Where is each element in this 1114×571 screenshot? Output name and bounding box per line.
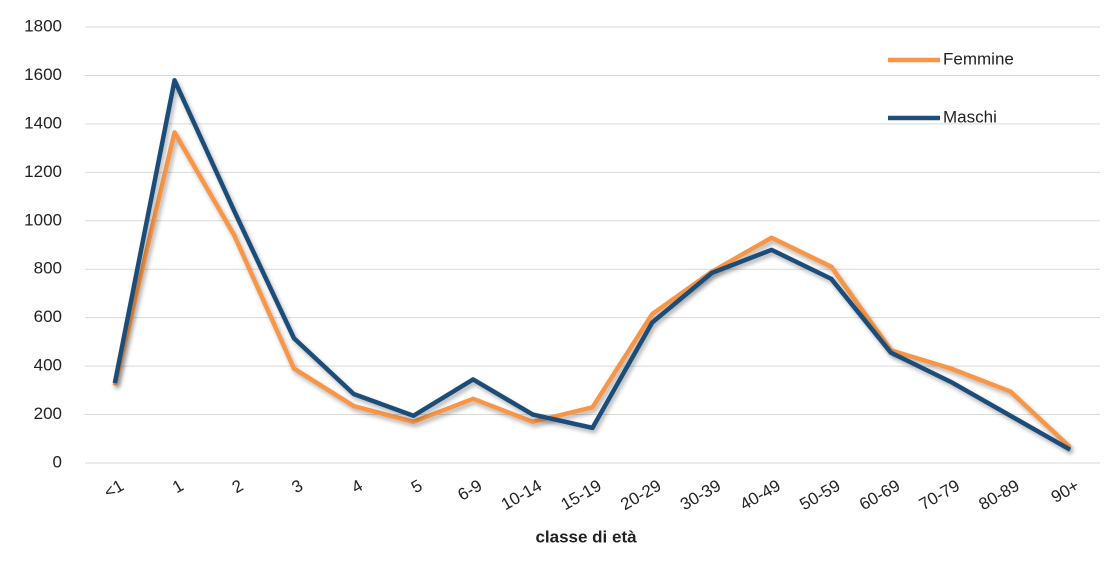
x-tick-label: 50-59: [796, 476, 843, 514]
x-tick-label: 20-29: [617, 476, 664, 514]
series-line: [112, 130, 1072, 449]
y-tick-label: 1800: [24, 16, 62, 35]
x-tick-label: 15-19: [558, 476, 605, 514]
y-tick-label: 1400: [24, 113, 62, 132]
y-tick-label: 600: [34, 307, 62, 326]
y-tick-label: 0: [53, 452, 62, 471]
x-tick-label: 6-9: [455, 476, 486, 505]
x-tick-label: 3: [289, 476, 307, 497]
legend-label: Femmine: [943, 49, 1014, 68]
y-tick-label: 200: [34, 404, 62, 423]
y-tick-label: 1200: [24, 162, 62, 181]
y-tick-label: 1000: [24, 210, 62, 229]
y-tick-label: 400: [34, 356, 62, 375]
series-line: [112, 78, 1072, 452]
y-tick-label: 800: [34, 259, 62, 278]
x-tick-label: 80-89: [976, 476, 1023, 514]
x-axis-title: classe di età: [535, 527, 637, 546]
x-tick-label: 5: [408, 476, 426, 497]
x-tick-label: 1: [169, 476, 187, 497]
x-tick-label: <1: [101, 476, 127, 502]
x-tick-label: 4: [348, 476, 366, 497]
x-tick-label: 30-39: [677, 476, 724, 514]
x-tick-label: 70-79: [916, 476, 963, 514]
x-tick-label: 90+: [1048, 476, 1083, 507]
x-tick-label: 10-14: [498, 476, 545, 514]
x-tick-label: 40-49: [737, 476, 784, 514]
y-tick-label: 1600: [24, 65, 62, 84]
legend-label: Maschi: [943, 107, 997, 126]
x-tick-label: 2: [229, 476, 247, 497]
x-tick-label: 60-69: [856, 476, 903, 514]
